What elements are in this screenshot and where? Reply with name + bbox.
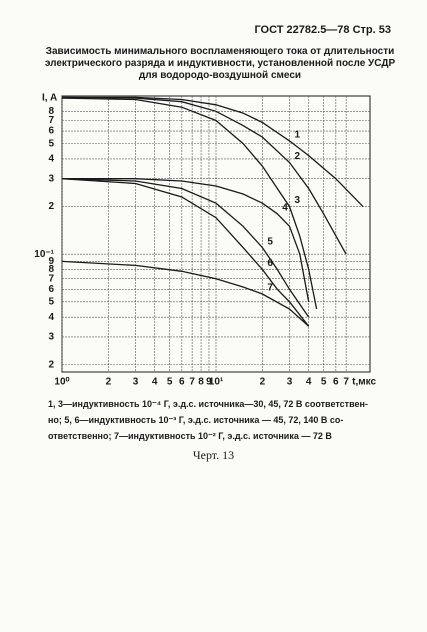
y-axis-label: I, A: [42, 93, 57, 104]
y-tick-label: 9: [48, 256, 54, 267]
x-tick-label: 6: [333, 377, 339, 388]
y-tick-label: 5: [48, 138, 54, 149]
y-tick-label: 4: [48, 154, 54, 165]
chart-title: Зависимость минимального воспламеняющего…: [40, 46, 400, 82]
x-tick-label: 2: [260, 377, 266, 388]
caption: 1, 3—индуктивность 10⁻⁴ Г, э.д.с. источн…: [48, 396, 388, 444]
x-tick-label: 5: [167, 377, 173, 388]
series-label: 4: [282, 202, 288, 213]
caption-line: 1, 3—индуктивность 10⁻⁴ Г, э.д.с. источн…: [48, 399, 368, 409]
x-axis-label: t,мкс: [352, 377, 376, 388]
x-tick-label: 10⁰: [54, 377, 69, 388]
series-label: 7: [267, 283, 273, 294]
y-tick-label: 5: [48, 296, 54, 307]
series-label: 5: [267, 236, 273, 247]
series-line: [61, 178, 310, 318]
y-tick-label: 3: [48, 173, 54, 184]
y-tick-label: 8: [48, 264, 54, 275]
y-tick-label: 2: [48, 359, 54, 370]
series-label: 2: [294, 151, 300, 162]
x-tick-label: 8: [198, 377, 204, 388]
x-tick-label: 6: [179, 377, 185, 388]
x-tick-label: 10¹: [209, 377, 224, 388]
y-tick-label: 7: [48, 115, 54, 126]
series-label: 6: [267, 258, 273, 269]
figure-label: Черт. 13: [192, 448, 235, 462]
y-tick-label: 3: [48, 332, 54, 343]
y-tick-label: 4: [48, 312, 54, 323]
series-line: [61, 97, 318, 310]
x-tick-label: 3: [287, 377, 293, 388]
x-tick-label: 7: [343, 377, 349, 388]
y-tick-label: 2: [48, 201, 54, 212]
series-label: 3: [294, 195, 300, 206]
x-tick-label: 5: [321, 377, 327, 388]
series-line: [62, 178, 310, 302]
page-header: ГОСТ 22782.5—78 Стр. 53: [254, 24, 391, 36]
x-tick-label: 9: [206, 377, 212, 388]
x-tick-label: 3: [133, 377, 139, 388]
x-tick-label: 4: [306, 377, 312, 388]
title-line: для водородо-воздушной смеси: [138, 70, 302, 81]
x-tick-label: 2: [106, 377, 112, 388]
y-tick-label: 10⁻¹: [34, 249, 54, 260]
series-label: 1: [294, 130, 300, 141]
caption-line: ответственно; 7—индуктивность 10⁻² Г, э.…: [48, 431, 332, 441]
y-tick-label: 7: [48, 273, 54, 284]
series-line: [62, 96, 364, 208]
y-tick-label: 8: [48, 106, 54, 117]
title-line: электрического разряда и индуктивности, …: [44, 58, 396, 69]
x-tick-label: 4: [152, 377, 158, 388]
series-line: [61, 96, 347, 255]
x-tick-label: 7: [189, 377, 195, 388]
title-line: Зависимость минимального воспламеняющего…: [45, 46, 395, 57]
y-tick-label: 6: [48, 126, 54, 137]
y-tick-label: 6: [48, 284, 54, 295]
series-line: [61, 178, 310, 327]
caption-line: но; 5, 6—индуктивность 10⁻³ Г, э.д.с. ис…: [48, 415, 344, 425]
series-line: [61, 260, 310, 327]
